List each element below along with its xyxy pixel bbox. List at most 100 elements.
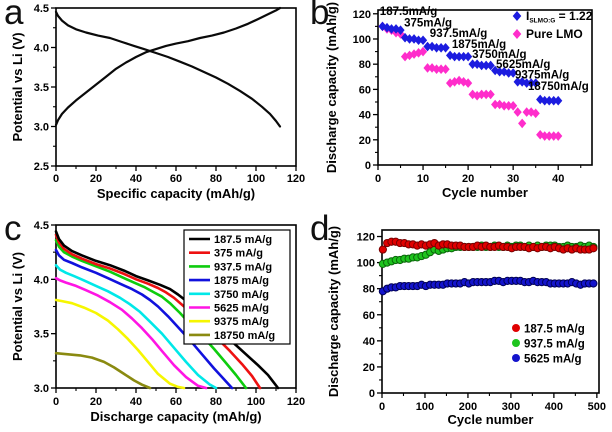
y-axis: 3.0 3.5 4.0 4.5 Potential vs Li (V) xyxy=(10,220,56,395)
y-tick-label: 4.0 xyxy=(34,43,49,55)
series-3750-ma-g xyxy=(54,263,218,390)
rate-annotation: 3750mA/g xyxy=(472,49,526,61)
y-axis-label: Potential vs Li (V) xyxy=(10,32,25,141)
y-tick-label: 20 xyxy=(359,135,371,147)
x-axis-label: Discharge capacity (mAh/g) xyxy=(90,409,261,424)
data-point xyxy=(509,100,518,111)
y-tick-label: 100 xyxy=(353,34,371,46)
legend-label: 5625 mA/g xyxy=(524,354,582,366)
panel-d: d 0 100 200 300 400 500 Cycle number 0 20 40 60 80 1… xyxy=(306,209,612,432)
series-discharge-curve xyxy=(54,10,282,128)
panel-letter-c: c xyxy=(4,209,22,248)
x-tick-label: 20 xyxy=(462,173,474,185)
x-tick-label: 60 xyxy=(170,173,182,185)
series-375-ma-g xyxy=(54,233,262,390)
x-tick-label: 200 xyxy=(459,401,477,413)
legend-label: 3750 mA/g xyxy=(214,289,269,301)
data-curve xyxy=(54,351,152,390)
y-tick-label: 3.0 xyxy=(34,122,49,134)
x-axis: 0 100 200 300 400 500 Cycle number xyxy=(379,393,606,427)
x-tick-label: 400 xyxy=(545,401,563,413)
data-point xyxy=(468,59,477,69)
x-tick-label: 40 xyxy=(552,173,564,185)
panel-b: b 0 10 20 30 40 Cycle number 0 20 40 60 80 100 120 Di… xyxy=(306,0,612,216)
legend: 187.5 mA/g 937.5 mA/g 5625 mA/g xyxy=(512,324,585,366)
data-point xyxy=(423,41,432,52)
data-curve xyxy=(54,276,208,390)
plot-frame xyxy=(381,229,600,394)
x-tick-label: 500 xyxy=(588,401,606,413)
rate-annotation: 187.5mA/g xyxy=(380,6,438,18)
data-point xyxy=(473,59,482,69)
panel-a: a 0 20 40 60 80 100 120 Specific capacity (mAh/… xyxy=(0,0,306,216)
x-tick-label: 0 xyxy=(375,173,381,185)
rate-annotation: 5625mA/g xyxy=(496,59,550,71)
data-point xyxy=(441,43,450,53)
data-point xyxy=(486,89,495,100)
y-tick-label: 60 xyxy=(359,84,371,96)
y-tick-label: 40 xyxy=(359,110,371,122)
data-curve xyxy=(54,238,248,390)
rate-annotation: 1875mA/g xyxy=(452,39,506,51)
panel-c: c 0 20 40 60 80 100 120 Discharge capacity (mAh… xyxy=(0,209,306,432)
series-187.5-ma-g xyxy=(378,237,598,254)
data-point xyxy=(486,60,495,71)
x-axis: 0 10 20 30 40 Cycle number xyxy=(375,165,582,200)
data-point xyxy=(513,107,522,117)
data-point xyxy=(509,68,518,78)
data-point xyxy=(549,95,558,106)
legend-label: 937.5 mA/g xyxy=(214,261,272,273)
data-point xyxy=(464,51,473,62)
data-point xyxy=(382,22,392,33)
series-187.5-ma-g xyxy=(54,230,280,390)
data-point xyxy=(518,118,527,129)
data-point xyxy=(454,75,464,86)
legend-label: 9375 mA/g xyxy=(214,316,269,328)
legend-marker xyxy=(512,11,522,21)
data-point xyxy=(441,64,450,75)
panel-letter-b: b xyxy=(310,0,330,32)
data-point xyxy=(391,24,401,34)
data-point xyxy=(549,131,558,141)
legend-label: 18750 mA/g xyxy=(214,330,275,342)
legend-label: 375 mA/g xyxy=(214,248,263,260)
chart-cycling-stability: 0 100 200 300 400 500 Cycle number 0 20 40 60 80 100… xyxy=(326,226,606,427)
y-tick-label: 60 xyxy=(363,310,375,322)
y-tick-label: 80 xyxy=(359,59,371,71)
data-point xyxy=(495,66,504,77)
data-point xyxy=(414,35,423,46)
legend-box xyxy=(183,229,291,345)
rate-annotations: 187.5mA/g375mA/g937.5mA/g1875mA/g3750mA/… xyxy=(380,6,589,93)
chart-discharge-curves: 0 20 40 60 80 100 120 Discharge capacity (mAh/g… xyxy=(10,220,305,424)
data-point xyxy=(554,131,563,141)
y-tick-label: 3.5 xyxy=(34,82,49,94)
data-point xyxy=(432,43,441,53)
data-curve xyxy=(54,233,262,390)
x-tick-label: 80 xyxy=(210,173,222,185)
data-point xyxy=(450,51,459,62)
x-tick-label: 60 xyxy=(170,396,182,408)
y-tick-label: 120 xyxy=(357,232,375,244)
legend-marker xyxy=(512,29,522,39)
data-curve xyxy=(54,230,280,390)
y-tick-label: 4.5 xyxy=(34,220,49,232)
chart-rate-capability: 0 10 20 30 40 Cycle number 0 20 40 60 80 100 120 Disc… xyxy=(324,2,593,200)
data-point xyxy=(491,99,500,110)
y-axis-label: Potential vs Li (V) xyxy=(10,252,25,361)
legend: ISLMO:G = 1.22 Pure LMO xyxy=(512,9,593,41)
legend-label: 187.5 mA/g xyxy=(214,234,272,246)
y-axis: 0 20 40 60 80 100 120 Discharge capacity (mAh/g… xyxy=(324,2,378,173)
x-tick-label: 10 xyxy=(417,173,429,185)
data-point xyxy=(545,95,554,106)
legend-marker xyxy=(512,354,520,362)
chart-voltage-profile: 0 20 40 60 80 100 120 Specific capacity (mAh/g)… xyxy=(10,3,305,201)
x-tick-label: 40 xyxy=(130,173,142,185)
data-curve xyxy=(54,10,282,128)
y-tick-label: 0 xyxy=(365,160,371,172)
rate-annotation: 937.5mA/g xyxy=(430,28,488,40)
y-tick-label: 3.5 xyxy=(34,329,49,341)
data-curve xyxy=(54,263,218,390)
y-tick-label: 2.5 xyxy=(34,161,49,173)
x-axis: 0 20 40 60 80 100 120 Specific capacity (mAh/g) xyxy=(53,166,305,201)
data-curve xyxy=(54,6,282,126)
